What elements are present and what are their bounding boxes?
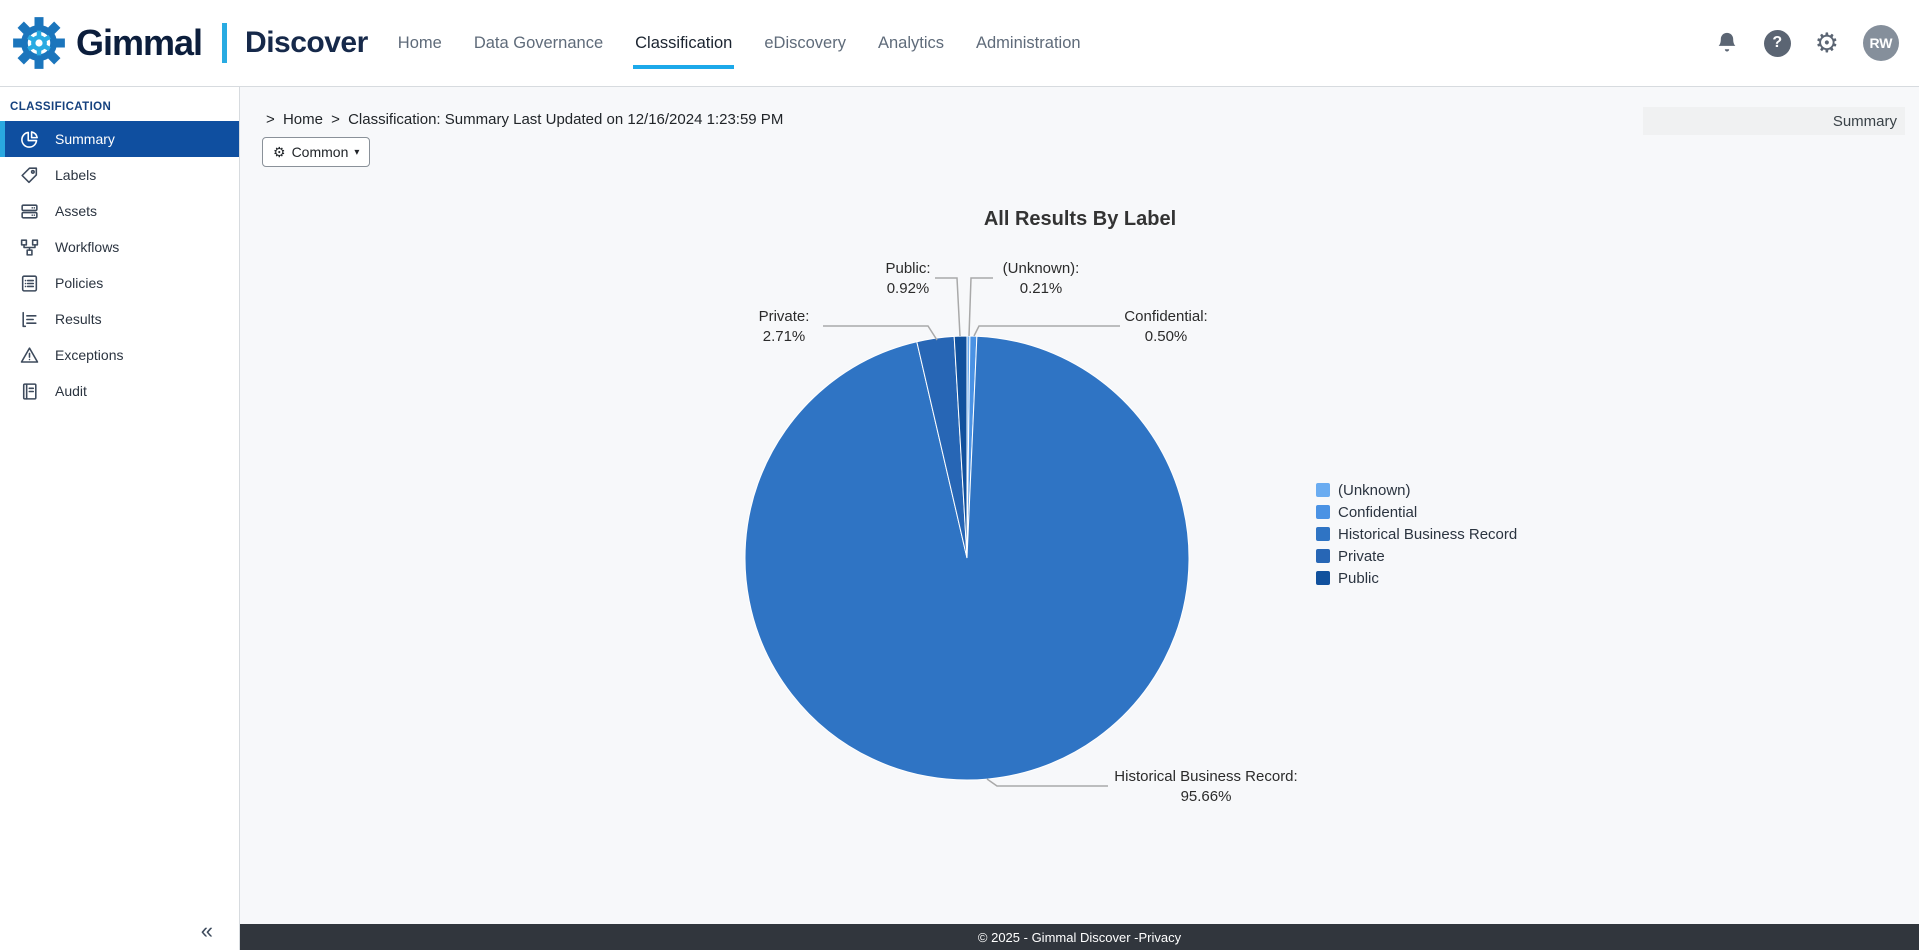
sidebar-item-workflows[interactable]: Workflows bbox=[0, 229, 239, 265]
product-name: Discover bbox=[245, 26, 368, 59]
breadcrumb-separator: > bbox=[266, 111, 275, 128]
sidebar-item-audit[interactable]: Audit bbox=[0, 373, 239, 409]
help-icon[interactable]: ? bbox=[1763, 29, 1791, 57]
nav-item-ediscovery[interactable]: eDiscovery bbox=[764, 33, 846, 52]
logo-divider bbox=[222, 23, 228, 63]
legend-item-historical-business-record[interactable]: Historical Business Record bbox=[1316, 523, 1517, 545]
breadcrumb-separator: > bbox=[331, 111, 340, 128]
legend-label: (Unknown) bbox=[1338, 481, 1411, 499]
legend-swatch bbox=[1316, 571, 1330, 585]
common-button-label: Common bbox=[291, 144, 349, 160]
chevron-down-icon: ▾ bbox=[354, 146, 360, 158]
page-title: Summary bbox=[1832, 112, 1897, 130]
server-stack-icon bbox=[18, 200, 40, 222]
pie-chart-icon bbox=[18, 128, 40, 150]
legend-item-public[interactable]: Public bbox=[1316, 567, 1517, 589]
sidebar-section-title: CLASSIFICATION bbox=[10, 101, 112, 113]
tag-icon bbox=[18, 164, 40, 186]
result-lines-icon bbox=[18, 308, 40, 330]
sidebar-item-assets[interactable]: Assets bbox=[0, 193, 239, 229]
sidebar: CLASSIFICATION Summary Labels Assets Wor… bbox=[0, 87, 240, 950]
legend-label: Public bbox=[1338, 569, 1379, 587]
legend-item-private[interactable]: Private bbox=[1316, 545, 1517, 567]
legend-swatch bbox=[1316, 483, 1330, 497]
gear-icon: ⚙ bbox=[273, 144, 286, 160]
legend-label: Private bbox=[1338, 547, 1385, 565]
nav-item-analytics[interactable]: Analytics bbox=[877, 33, 944, 52]
legend-item-confidential[interactable]: Confidential bbox=[1316, 501, 1517, 523]
pie-label-private: Private: 2.71% bbox=[758, 308, 810, 345]
footer: © 2025 - Gimmal Discover - Privacy bbox=[240, 924, 1919, 950]
header-actions: ? ⚙ RW bbox=[1714, 25, 1919, 61]
primary-nav: Home Data Governance Classification eDis… bbox=[397, 33, 1081, 69]
brand-name: Gimmal bbox=[76, 22, 203, 63]
sidebar-item-policies[interactable]: Policies bbox=[0, 265, 239, 301]
sidebar-collapse-button[interactable]: « bbox=[200, 918, 213, 943]
sidebar-item-label: Exceptions bbox=[55, 347, 124, 363]
nav-item-administration[interactable]: Administration bbox=[976, 33, 1081, 52]
page-title-strip: Summary bbox=[1643, 107, 1905, 135]
legend-swatch bbox=[1316, 527, 1330, 541]
sidebar-item-label: Audit bbox=[55, 383, 87, 399]
user-avatar[interactable]: RW bbox=[1863, 25, 1899, 61]
gimmal-logo-gear-icon bbox=[13, 17, 65, 69]
pie-label-confidential: Confidential: 0.50% bbox=[1124, 308, 1208, 345]
sidebar-item-label: Assets bbox=[55, 203, 98, 219]
nav-item-home[interactable]: Home bbox=[397, 33, 442, 52]
settings-gear-icon[interactable]: ⚙ bbox=[1814, 27, 1839, 58]
workflow-nodes-icon bbox=[18, 236, 40, 258]
breadcrumb-current: Classification: Summary Last Updated on … bbox=[348, 111, 784, 128]
warning-triangle-icon bbox=[18, 344, 40, 366]
common-dropdown-button[interactable]: ⚙ Common ▾ bbox=[262, 137, 371, 167]
breadcrumb: > Home > Classification: Summary Last Up… bbox=[262, 111, 783, 128]
main-content: > Home > Classification: Summary Last Up… bbox=[240, 87, 1919, 924]
sidebar-item-label: Results bbox=[55, 311, 102, 327]
sidebar-item-label: Workflows bbox=[55, 239, 120, 255]
sidebar-item-exceptions[interactable]: Exceptions bbox=[0, 337, 239, 373]
chart-legend: (Unknown) Confidential Historical Busine… bbox=[1316, 479, 1517, 589]
privacy-link[interactable]: Privacy bbox=[1138, 929, 1182, 945]
sidebar-item-results[interactable]: Results bbox=[0, 301, 239, 337]
nav-item-classification[interactable]: Classification bbox=[633, 33, 735, 69]
sidebar-item-label: Labels bbox=[55, 167, 97, 183]
notifications-bell-icon[interactable] bbox=[1714, 30, 1740, 56]
help-glyph: ? bbox=[1772, 34, 1783, 51]
sidebar-item-summary[interactable]: Summary bbox=[0, 121, 239, 157]
legend-item-unknown[interactable]: (Unknown) bbox=[1316, 479, 1517, 501]
footer-copyright: © 2025 - Gimmal Discover - bbox=[977, 929, 1139, 945]
breadcrumb-home-link[interactable]: Home bbox=[282, 111, 323, 128]
pie-label-unknown: (Unknown): 0.21% bbox=[1002, 260, 1080, 297]
sidebar-item-label: Summary bbox=[55, 131, 115, 147]
legend-label: Confidential bbox=[1338, 503, 1418, 521]
legend-label: Historical Business Record bbox=[1338, 525, 1518, 543]
audit-document-icon bbox=[18, 380, 40, 402]
pie-label-public: Public: 0.92% bbox=[885, 260, 931, 297]
pie-chart[interactable] bbox=[742, 333, 1192, 783]
logo[interactable]: Gimmal Discover bbox=[0, 16, 368, 70]
policy-list-icon bbox=[18, 272, 40, 294]
sidebar-item-labels[interactable]: Labels bbox=[0, 157, 239, 193]
pie-label-historical-business-record: Historical Business Record: 95.66% bbox=[1114, 768, 1298, 805]
legend-swatch bbox=[1316, 505, 1330, 519]
legend-swatch bbox=[1316, 549, 1330, 563]
nav-item-data-governance[interactable]: Data Governance bbox=[473, 33, 604, 52]
top-navbar: Gimmal Discover Home Data Governance Cla… bbox=[0, 0, 1919, 87]
chart-title: All Results By Label bbox=[983, 208, 1177, 230]
sidebar-item-label: Policies bbox=[55, 275, 104, 291]
